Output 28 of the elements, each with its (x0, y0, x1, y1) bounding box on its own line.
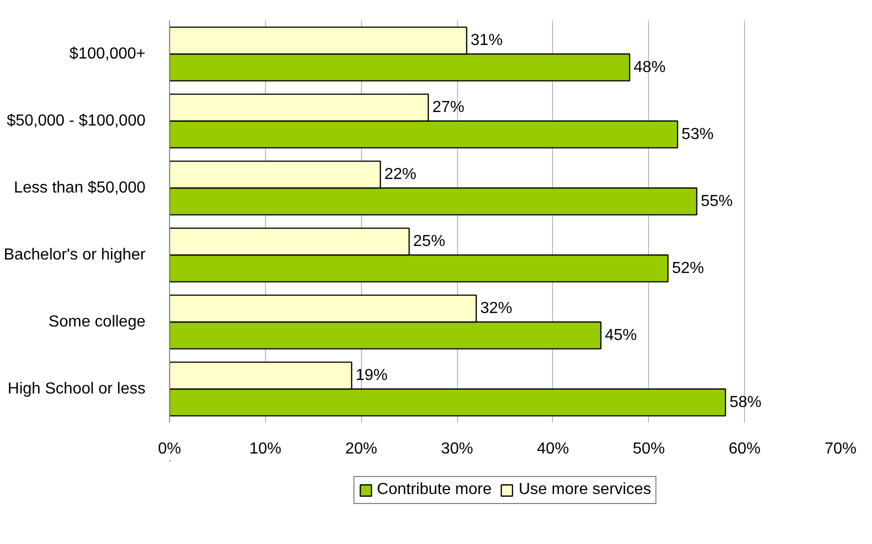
y-tick-label: Some college (48, 314, 146, 330)
y-tick-label: $100,000+ (69, 46, 146, 62)
y-tick-label: High School or less (8, 380, 146, 398)
x-tick-label: 60% (728, 440, 761, 458)
x-tick-label: 0% (158, 440, 182, 458)
data-label: 25% (413, 233, 446, 250)
data-label: 48% (634, 58, 666, 76)
y-tick-label: Less than $50,000 (14, 180, 146, 196)
data-label: 55% (700, 192, 733, 210)
x-tick-label: 20% (345, 440, 378, 458)
x-tick-label: 40% (536, 440, 569, 458)
data-label: 31% (470, 32, 503, 50)
x-tick-label: 10% (249, 440, 282, 458)
data-label: 45% (604, 326, 637, 344)
y-tick-label: Bachelor's or higher (4, 246, 146, 264)
x-tick-label: 50% (632, 440, 665, 458)
data-label: 53% (682, 126, 714, 143)
data-label: 19% (356, 367, 388, 384)
x-tick-label: 30% (441, 440, 474, 458)
x-tick-label: 70% (824, 440, 857, 458)
data-label: 58% (729, 394, 762, 411)
legend-label: Contribute more (376, 481, 492, 499)
data-label: 32% (480, 300, 512, 318)
y-tick-label: $50,000 - $100,000 (6, 112, 146, 130)
data-label: 52% (672, 260, 704, 277)
legend-label: Use more services (518, 481, 652, 499)
data-label: 22% (384, 166, 416, 184)
data-label: 27% (432, 99, 464, 116)
